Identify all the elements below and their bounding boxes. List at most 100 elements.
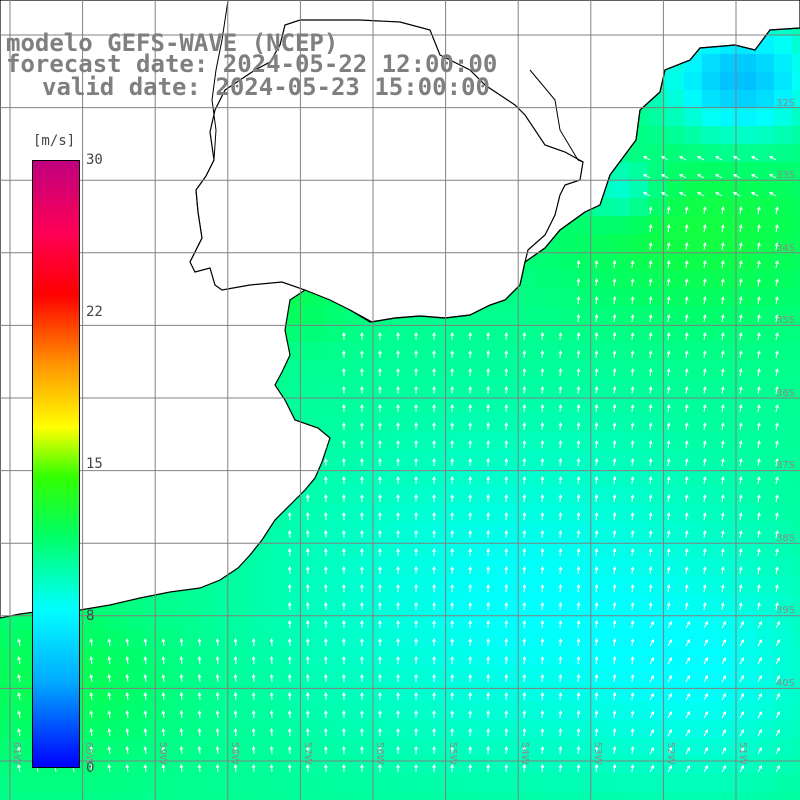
wind-speed-cell (396, 522, 415, 541)
wind-arrow (360, 601, 364, 611)
wind-arrow (739, 512, 743, 521)
wind-arrow (287, 637, 292, 647)
wind-speed-cell (756, 90, 775, 109)
wind-speed-cell (594, 666, 613, 685)
wind-speed-cell (198, 774, 217, 793)
wind-speed-cell (198, 792, 217, 800)
wind-arrow (323, 673, 328, 683)
wind-arrow (540, 349, 545, 359)
wind-speed-cell (108, 792, 127, 800)
wind-arrow (720, 224, 725, 233)
wind-arrow (323, 727, 328, 737)
wind-speed-cell (792, 468, 800, 487)
wind-speed-cell (18, 738, 37, 757)
wind-arrow (757, 332, 761, 341)
wind-speed-cell (684, 684, 703, 703)
wind-arrow (684, 566, 689, 575)
wind-speed-cell (756, 144, 775, 163)
wind-arrow (757, 512, 761, 521)
wind-arrow (540, 619, 545, 629)
wind-speed-cell (594, 594, 613, 613)
wind-arrow (414, 673, 418, 683)
wind-speed-cell (342, 576, 361, 595)
wind-speed-cell (720, 378, 739, 397)
wind-arrow (396, 745, 400, 754)
wind-speed-cell (270, 576, 289, 595)
wind-arrow (504, 745, 509, 755)
wind-arrow (197, 727, 202, 737)
wind-speed-cell (180, 648, 199, 667)
colorbar-tick: 0 (86, 760, 95, 776)
wind-arrow (468, 745, 473, 755)
wind-arrow (450, 475, 455, 485)
wind-arrow (775, 512, 779, 521)
wind-speed-cell (702, 792, 721, 800)
wind-speed-cell (396, 360, 415, 379)
wind-arrow (323, 691, 328, 701)
wind-arrow (468, 493, 473, 503)
wind-speed-cell (378, 360, 397, 379)
wind-speed-cell (414, 468, 433, 487)
wind-speed-cell (216, 774, 235, 793)
wind-speed-cell (702, 540, 721, 559)
wind-arrow (739, 368, 743, 377)
wind-arrow (396, 709, 400, 718)
wind-arrow (558, 529, 563, 539)
wind-arrow (757, 296, 761, 305)
wind-speed-cell (684, 288, 703, 307)
wind-speed-cell (90, 630, 109, 649)
wind-arrow (750, 155, 759, 161)
wind-speed-cell (558, 450, 577, 469)
wind-speed-cell (648, 720, 667, 739)
wind-speed-cell (684, 234, 703, 253)
wind-arrow (125, 656, 130, 665)
wind-speed-cell (522, 342, 541, 361)
wind-speed-cell (486, 612, 505, 631)
wind-speed-cell (720, 432, 739, 451)
wind-arrow (522, 583, 527, 593)
wind-speed-cell (540, 558, 559, 577)
wind-speed-cell (792, 576, 800, 595)
wind-arrow (666, 566, 671, 575)
wind-arrow (450, 421, 455, 431)
latitude-label: 33S (776, 170, 796, 181)
wind-speed-cell (558, 486, 577, 505)
wind-arrow (720, 404, 725, 413)
wind-speed-cell (612, 612, 631, 631)
wind-arrow (17, 710, 21, 719)
wind-arrow (775, 368, 779, 377)
wind-speed-cell (702, 198, 721, 217)
wind-arrow (612, 601, 617, 611)
wind-arrow (468, 529, 473, 539)
wind-arrow (666, 512, 671, 521)
wind-arrow (739, 296, 743, 305)
wind-arrow (666, 494, 671, 503)
wind-speed-cell (666, 594, 685, 613)
wind-arrow (396, 331, 400, 340)
wind-speed-cell (378, 558, 397, 577)
wind-speed-cell (360, 612, 379, 631)
wind-arrow (702, 224, 707, 233)
wind-speed-cell (702, 720, 721, 739)
wind-speed-cell (270, 630, 289, 649)
wind-speed-cell (738, 162, 757, 181)
wind-arrow (702, 350, 707, 359)
wind-speed-cell (450, 378, 469, 397)
wind-speed-cell (756, 522, 775, 541)
wind-arrow (341, 655, 346, 665)
wind-arrow (341, 457, 346, 467)
wind-speed-cell (378, 594, 397, 613)
wind-speed-cell (216, 702, 235, 721)
wind-speed-cell (702, 288, 721, 307)
wind-arrow (378, 349, 382, 359)
wind-speed-cell (450, 792, 469, 800)
wind-speed-cell (450, 612, 469, 631)
wind-speed-cell (756, 288, 775, 307)
wind-speed-cell (198, 648, 217, 667)
wind-speed-cell (108, 612, 127, 631)
wind-speed-cell (486, 378, 505, 397)
wind-arrow (215, 655, 220, 665)
wind-arrow (775, 260, 779, 269)
wind-arrow (648, 422, 653, 431)
wind-speed-cell (216, 738, 235, 757)
